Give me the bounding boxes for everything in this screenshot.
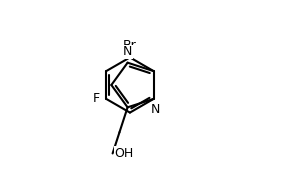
Text: F: F <box>93 92 100 105</box>
Text: OH: OH <box>115 147 134 160</box>
Text: N: N <box>150 103 160 116</box>
Text: Br: Br <box>123 39 137 52</box>
Text: N: N <box>123 46 132 58</box>
